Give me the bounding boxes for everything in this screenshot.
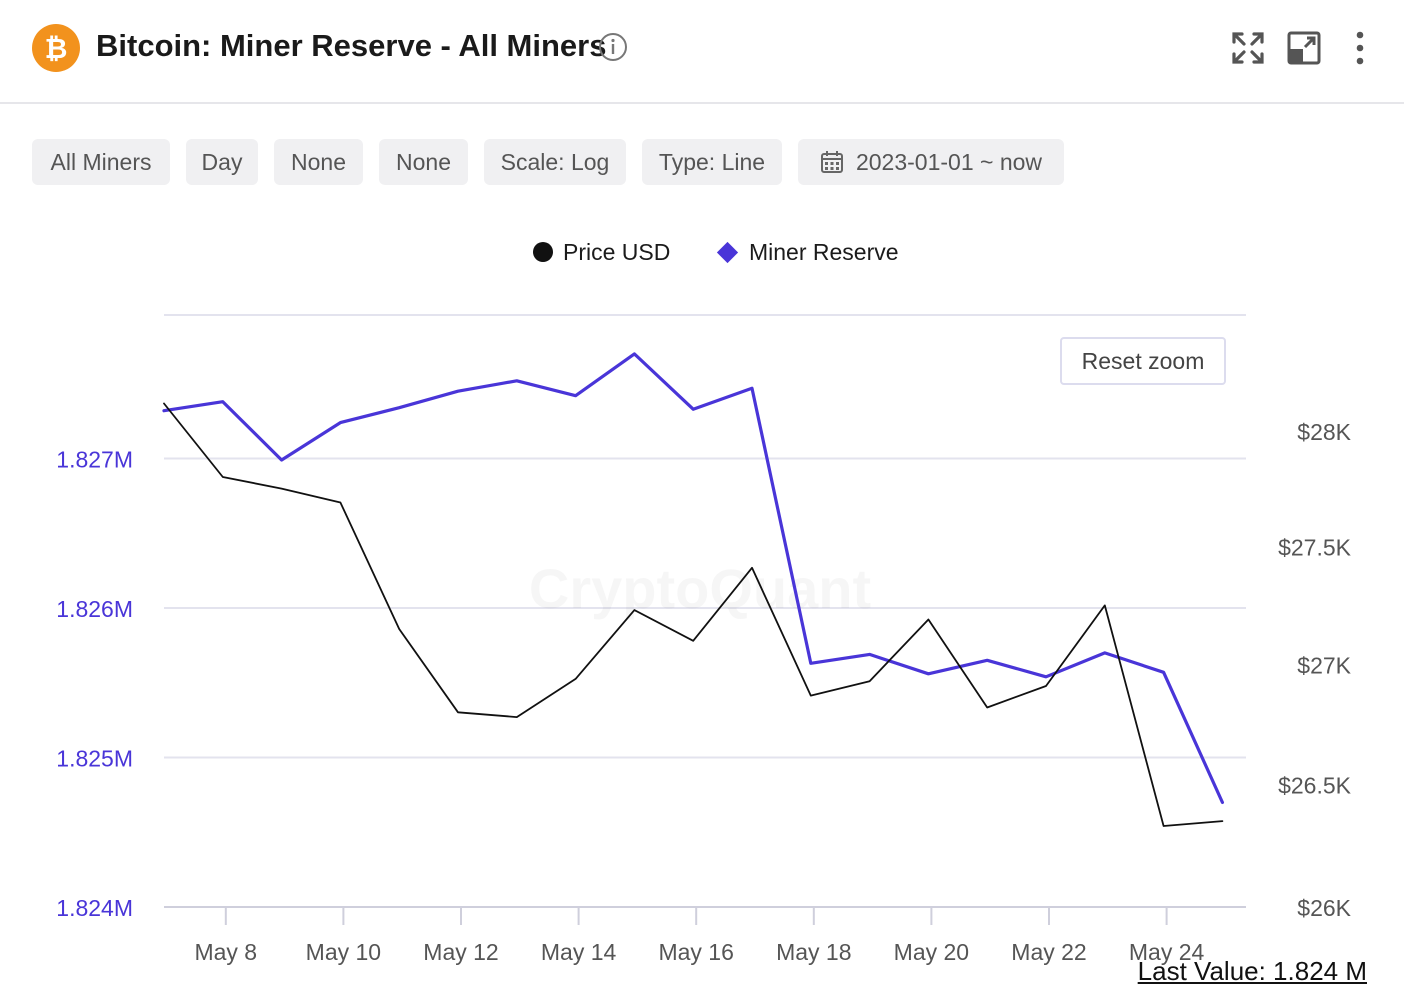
x-tick-label: May 16 bbox=[658, 939, 733, 965]
ema-filter-chip[interactable]: None bbox=[379, 139, 468, 185]
y-right-tick-label: $26K bbox=[1297, 895, 1351, 921]
more-vert-icon[interactable] bbox=[1340, 28, 1380, 68]
calendar-icon bbox=[820, 151, 843, 173]
chart-header: ₿ Bitcoin: Miner Reserve - All Miners bbox=[0, 0, 1404, 104]
date-range-label: 2023-01-01 ~ now bbox=[855, 148, 1043, 175]
legend-price[interactable]: Price USD bbox=[533, 236, 670, 268]
sma-filter-chip[interactable]: None bbox=[274, 139, 363, 185]
y-right-tick-label: $27K bbox=[1297, 653, 1351, 679]
open-external-icon[interactable] bbox=[1284, 28, 1324, 68]
x-tick-label: May 8 bbox=[194, 939, 257, 965]
legend-reserve[interactable]: Miner Reserve bbox=[716, 236, 899, 268]
y-right-tick-label: $26.5K bbox=[1278, 773, 1352, 799]
info-icon[interactable] bbox=[598, 32, 628, 62]
x-tick-label: May 18 bbox=[776, 939, 851, 965]
last-value-label: Last Value: 1.824 M bbox=[1137, 956, 1367, 986]
x-tick-label: May 24 bbox=[1129, 939, 1205, 965]
x-tick-label: May 22 bbox=[1011, 939, 1086, 965]
miner-filter-chip[interactable]: All Miners bbox=[32, 139, 170, 185]
y-right-tick-label: $28K bbox=[1297, 419, 1351, 445]
y-right-tick-label: $27.5K bbox=[1278, 535, 1352, 561]
y-left-tick-label: 1.825M bbox=[56, 746, 133, 772]
y-left-tick-label: 1.824M bbox=[56, 895, 133, 921]
reset-zoom-button[interactable]: Reset zoom bbox=[1060, 337, 1226, 385]
y-left-tick-label: 1.826M bbox=[56, 596, 133, 622]
scale-filter-chip[interactable]: Scale: Log bbox=[484, 139, 626, 185]
axes: 1.824M 1.825M 1.826M 1.827M $26K $26.5K $27K $2… bbox=[56, 419, 1351, 965]
price-usd-line bbox=[163, 402, 1224, 827]
bitcoin-logo-icon: ₿ bbox=[32, 24, 80, 72]
x-tick-label: May 10 bbox=[306, 939, 381, 965]
miner-reserve-line bbox=[162, 352, 1225, 805]
x-tick-label: May 12 bbox=[423, 939, 498, 965]
price-legend-label: Price USD bbox=[563, 238, 671, 265]
y-left-tick-label: 1.827M bbox=[56, 447, 133, 473]
chart-title: Bitcoin: Miner Reserve - All Miners bbox=[96, 28, 607, 63]
x-tick-label: May 20 bbox=[894, 939, 969, 965]
price-legend-marker bbox=[533, 242, 553, 262]
fullscreen-icon[interactable] bbox=[1228, 28, 1268, 68]
series-lines bbox=[162, 352, 1225, 827]
window-filter-chip[interactable]: Day bbox=[186, 139, 258, 185]
watermark: CryptoQuant bbox=[529, 557, 871, 620]
date-range-chip[interactable]: 2023-01-01 ~ now bbox=[798, 139, 1064, 185]
x-tick-label: May 14 bbox=[541, 939, 617, 965]
reserve-legend-label: Miner Reserve bbox=[749, 238, 899, 265]
type-filter-chip[interactable]: Type: Line bbox=[642, 139, 782, 185]
